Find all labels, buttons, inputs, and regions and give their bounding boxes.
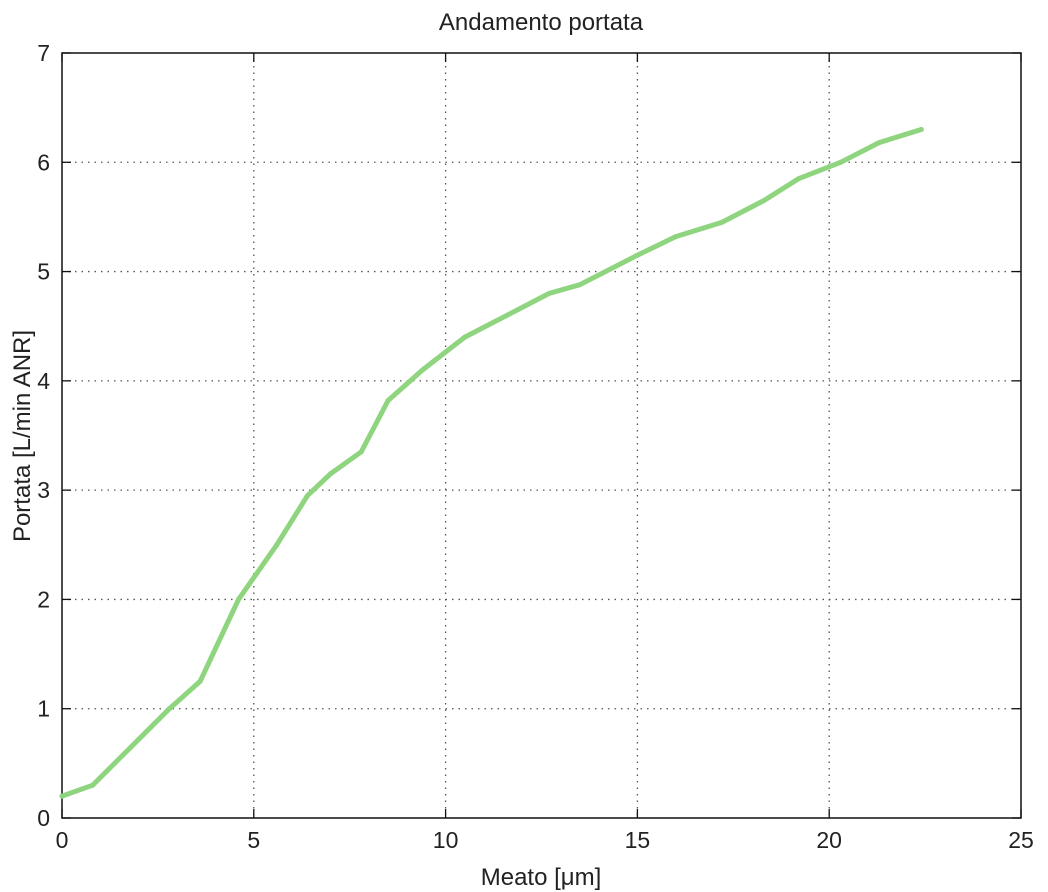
series-point (761, 198, 767, 203)
series-point (274, 542, 280, 548)
series-point (90, 782, 96, 788)
series-layer (59, 127, 924, 799)
y-tick-label: 5 (37, 259, 50, 285)
series-point (719, 219, 725, 225)
series-point (197, 678, 203, 684)
y-tick-label: 4 (37, 368, 50, 394)
x-tick-label: 5 (247, 827, 260, 853)
series-point (577, 282, 583, 288)
grid-lines (62, 53, 1021, 818)
y-tick-label: 1 (37, 696, 50, 722)
series-point (128, 744, 134, 750)
x-axis-label: Meato [μm] (481, 864, 602, 891)
series-point (876, 140, 882, 146)
series-point (236, 596, 241, 602)
y-axis-label: Portata [L/min ANR] (9, 330, 36, 542)
series-point (166, 706, 172, 712)
y-tick-labels: 0 1 2 3 4 5 6 7 (37, 40, 50, 831)
series-point (546, 290, 552, 296)
x-tick-label: 15 (625, 827, 651, 853)
y-tick-label: 6 (37, 149, 50, 175)
y-tick-label: 3 (37, 477, 50, 503)
y-tick-label: 0 (37, 805, 50, 831)
series-point (796, 176, 801, 182)
tick-marks (61, 52, 1022, 819)
series-line-0 (59, 127, 924, 799)
series-point (462, 334, 468, 340)
series-point (504, 312, 510, 318)
chart-title: Andamento portata (439, 9, 644, 36)
y-tick-label: 2 (37, 586, 50, 612)
x-tick-label: 10 (433, 827, 459, 853)
x-tick-label: 0 (56, 827, 69, 853)
series-point (634, 252, 640, 258)
series-point (328, 471, 333, 477)
series-point (838, 159, 844, 165)
y-tick-label: 7 (37, 40, 50, 66)
x-tick-label: 20 (816, 827, 842, 853)
series-point (918, 127, 924, 132)
series-point (673, 234, 679, 240)
x-tick-label: 25 (1008, 827, 1034, 853)
series-point (59, 793, 65, 799)
series-point (385, 398, 391, 403)
x-tick-labels: 0 5 10 15 20 25 (56, 827, 1034, 853)
series-point (305, 493, 310, 499)
series-point (358, 449, 364, 455)
plot-frame (61, 52, 1022, 819)
series-point (420, 367, 426, 373)
